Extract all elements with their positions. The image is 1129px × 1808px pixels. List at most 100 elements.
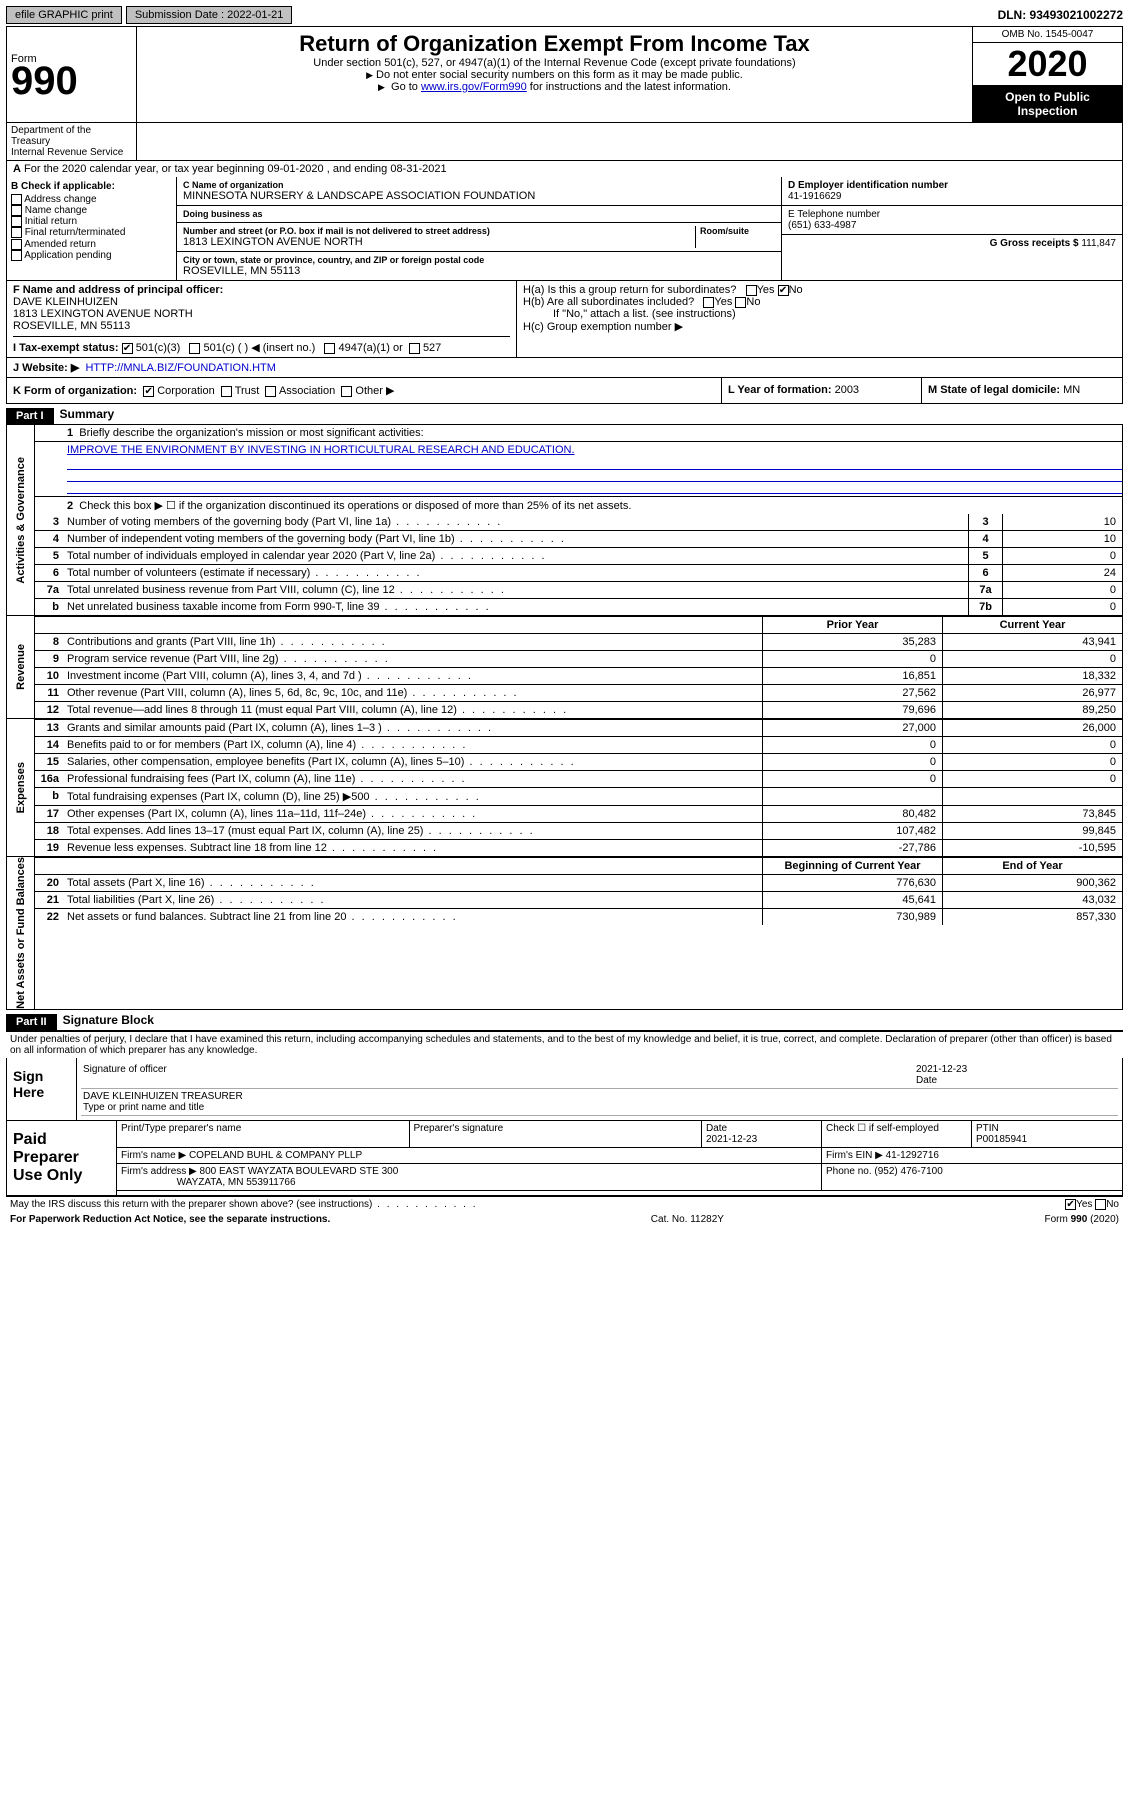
footer-catno: Cat. No. 11282Y bbox=[651, 1214, 724, 1225]
date-label: Date bbox=[916, 1075, 1116, 1086]
cb-other[interactable] bbox=[341, 386, 352, 397]
addr-value: 1813 LEXINGTON AVENUE NORTH bbox=[183, 236, 695, 248]
table-row: 14Benefits paid to or for members (Part … bbox=[35, 736, 1122, 753]
org-name: MINNESOTA NURSERY & LANDSCAPE ASSOCIATIO… bbox=[183, 190, 775, 202]
hb-yes[interactable] bbox=[703, 297, 714, 308]
table-row: 19Revenue less expenses. Subtract line 1… bbox=[35, 839, 1122, 856]
opt-initial-return[interactable]: Initial return bbox=[11, 216, 172, 227]
officer-printed-name: DAVE KLEINHUIZEN TREASURER bbox=[83, 1091, 243, 1102]
ptin-value: P00185941 bbox=[976, 1134, 1027, 1145]
hdr-begin-year: Beginning of Current Year bbox=[762, 858, 942, 874]
part1-title: Summary bbox=[54, 405, 121, 423]
part1-header-row: Part I Summary bbox=[6, 404, 1123, 425]
table-row: 9Program service revenue (Part VIII, lin… bbox=[35, 650, 1122, 667]
section-expenses: Expenses 13Grants and similar amounts pa… bbox=[6, 719, 1123, 857]
prep-date: 2021-12-23 bbox=[706, 1134, 757, 1145]
box-b-label: B Check if applicable: bbox=[11, 181, 172, 192]
city-value: ROSEVILLE, MN 55113 bbox=[183, 265, 775, 277]
table-row: 22Net assets or fund balances. Subtract … bbox=[35, 908, 1122, 925]
k-l-m-row: K Form of organization: Corporation Trus… bbox=[6, 378, 1123, 404]
discuss-question: May the IRS discuss this return with the… bbox=[10, 1199, 478, 1210]
form-990-page: efile GRAPHIC print Submission Date : 20… bbox=[0, 0, 1129, 1233]
efile-button[interactable]: efile GRAPHIC print bbox=[6, 6, 122, 24]
ha-yes[interactable] bbox=[746, 285, 757, 296]
check-self-employed: Check ☐ if self-employed bbox=[822, 1121, 972, 1147]
addr-label: Number and street (or P.O. box if mail i… bbox=[183, 226, 695, 236]
box-k: K Form of organization: Corporation Trus… bbox=[7, 378, 722, 403]
section-activities-governance: Activities & Governance 1 Briefly descri… bbox=[6, 425, 1123, 616]
instructions-link[interactable]: www.irs.gov/Form990 bbox=[421, 81, 527, 93]
box-h: H(a) Is this a group return for subordin… bbox=[517, 281, 1122, 357]
sign-here-section: Sign Here Signature of officer 2021-12-2… bbox=[6, 1058, 1123, 1121]
ptin-label: PTIN bbox=[976, 1123, 999, 1134]
table-row: 12Total revenue—add lines 8 through 11 (… bbox=[35, 701, 1122, 718]
table-row: 7aTotal unrelated business revenue from … bbox=[35, 581, 1122, 598]
hb-note: If "No," attach a list. (see instruction… bbox=[523, 308, 1116, 320]
footer-row: For Paperwork Reduction Act Notice, see … bbox=[6, 1212, 1123, 1227]
website-row: J Website: ▶ HTTP://MNLA.BIZ/FOUNDATION.… bbox=[6, 358, 1123, 378]
cb-501c[interactable] bbox=[189, 343, 200, 354]
phone-label: E Telephone number bbox=[788, 209, 1116, 220]
form-number: 990 bbox=[11, 65, 132, 97]
form-id-cell: Form 990 bbox=[7, 27, 137, 122]
discuss-yes[interactable] bbox=[1065, 1199, 1076, 1210]
table-row: 18Total expenses. Add lines 13–17 (must … bbox=[35, 822, 1122, 839]
cb-trust[interactable] bbox=[221, 386, 232, 397]
dept-treasury: Department of the Treasury bbox=[11, 125, 132, 147]
table-row: 17Other expenses (Part IX, column (A), l… bbox=[35, 805, 1122, 822]
main-title: Return of Organization Exempt From Incom… bbox=[141, 31, 968, 57]
box-f: F Name and address of principal officer:… bbox=[7, 281, 517, 357]
ha-no[interactable] bbox=[778, 285, 789, 296]
discuss-no[interactable] bbox=[1095, 1199, 1106, 1210]
phone-value: (651) 633-4987 bbox=[788, 220, 1116, 231]
website-link[interactable]: HTTP://MNLA.BIZ/FOUNDATION.HTM bbox=[85, 362, 275, 374]
table-row: 16aProfessional fundraising fees (Part I… bbox=[35, 770, 1122, 787]
header-row: Form 990 Return of Organization Exempt F… bbox=[6, 26, 1123, 123]
opt-amended[interactable]: Amended return bbox=[11, 239, 172, 250]
box-l: L Year of formation: 2003 bbox=[722, 378, 922, 403]
line2-text: Check this box ▶ ☐ if the organization d… bbox=[79, 500, 631, 512]
hb-no[interactable] bbox=[735, 297, 746, 308]
firm-name: COPELAND BUHL & COMPANY PLLP bbox=[189, 1150, 362, 1161]
hc-label: H(c) Group exemption number ▶ bbox=[523, 320, 1116, 333]
box-deg: D Employer identification number 41-1916… bbox=[782, 177, 1122, 280]
table-row: 10Investment income (Part VIII, column (… bbox=[35, 667, 1122, 684]
website-label: J Website: ▶ bbox=[13, 362, 79, 374]
subtitle-3: Go to www.irs.gov/Form990 for instructio… bbox=[141, 81, 968, 93]
part1-tag: Part I bbox=[6, 408, 54, 424]
cb-4947[interactable] bbox=[324, 343, 335, 354]
blank-line bbox=[67, 460, 1122, 470]
line-a: A For the 2020 calendar year, or tax yea… bbox=[6, 161, 1123, 177]
officer-label: F Name and address of principal officer: bbox=[13, 284, 510, 296]
opt-address-change[interactable]: Address change bbox=[11, 194, 172, 205]
gross-receipts-value: 111,847 bbox=[1081, 238, 1116, 249]
ha-label: H(a) Is this a group return for subordin… bbox=[523, 284, 736, 296]
officer-addr2: ROSEVILLE, MN 55113 bbox=[13, 320, 510, 332]
sig-date: 2021-12-23 bbox=[916, 1064, 1116, 1075]
part2-tag: Part II bbox=[6, 1014, 57, 1030]
hdr-current-year: Current Year bbox=[942, 617, 1122, 633]
cb-corp[interactable] bbox=[143, 386, 154, 397]
paid-preparer-label: Paid Preparer Use Only bbox=[7, 1121, 117, 1195]
opt-application-pending[interactable]: Application pending bbox=[11, 250, 172, 261]
opt-final-return[interactable]: Final return/terminated bbox=[11, 227, 172, 238]
table-row: 3Number of voting members of the governi… bbox=[35, 514, 1122, 530]
cb-501c3[interactable] bbox=[122, 343, 133, 354]
section-revenue: Revenue Prior Year Current Year 8Contrib… bbox=[6, 616, 1123, 719]
topbar: efile GRAPHIC print Submission Date : 20… bbox=[6, 6, 1123, 24]
table-row: 15Salaries, other compensation, employee… bbox=[35, 753, 1122, 770]
submission-date-button[interactable]: Submission Date : 2022-01-21 bbox=[126, 6, 293, 24]
cb-527[interactable] bbox=[409, 343, 420, 354]
table-row: 21Total liabilities (Part X, line 26)45,… bbox=[35, 891, 1122, 908]
right-header-cell: OMB No. 1545-0047 2020 Open to Public In… bbox=[972, 27, 1122, 122]
side-label-ag: Activities & Governance bbox=[15, 457, 27, 584]
firm-name-label: Firm's name ▶ bbox=[121, 1150, 186, 1161]
subtitle-1: Under section 501(c), 527, or 4947(a)(1)… bbox=[141, 57, 968, 69]
firm-addr1: 800 EAST WAYZATA BOULEVARD STE 300 bbox=[200, 1166, 399, 1177]
hb-label: H(b) Are all subordinates included? bbox=[523, 296, 694, 308]
cb-assoc[interactable] bbox=[265, 386, 276, 397]
table-row: bTotal fundraising expenses (Part IX, co… bbox=[35, 787, 1122, 805]
tax-exempt-label: I Tax-exempt status: bbox=[13, 342, 119, 354]
side-label-net: Net Assets or Fund Balances bbox=[15, 857, 27, 1009]
opt-name-change[interactable]: Name change bbox=[11, 205, 172, 216]
